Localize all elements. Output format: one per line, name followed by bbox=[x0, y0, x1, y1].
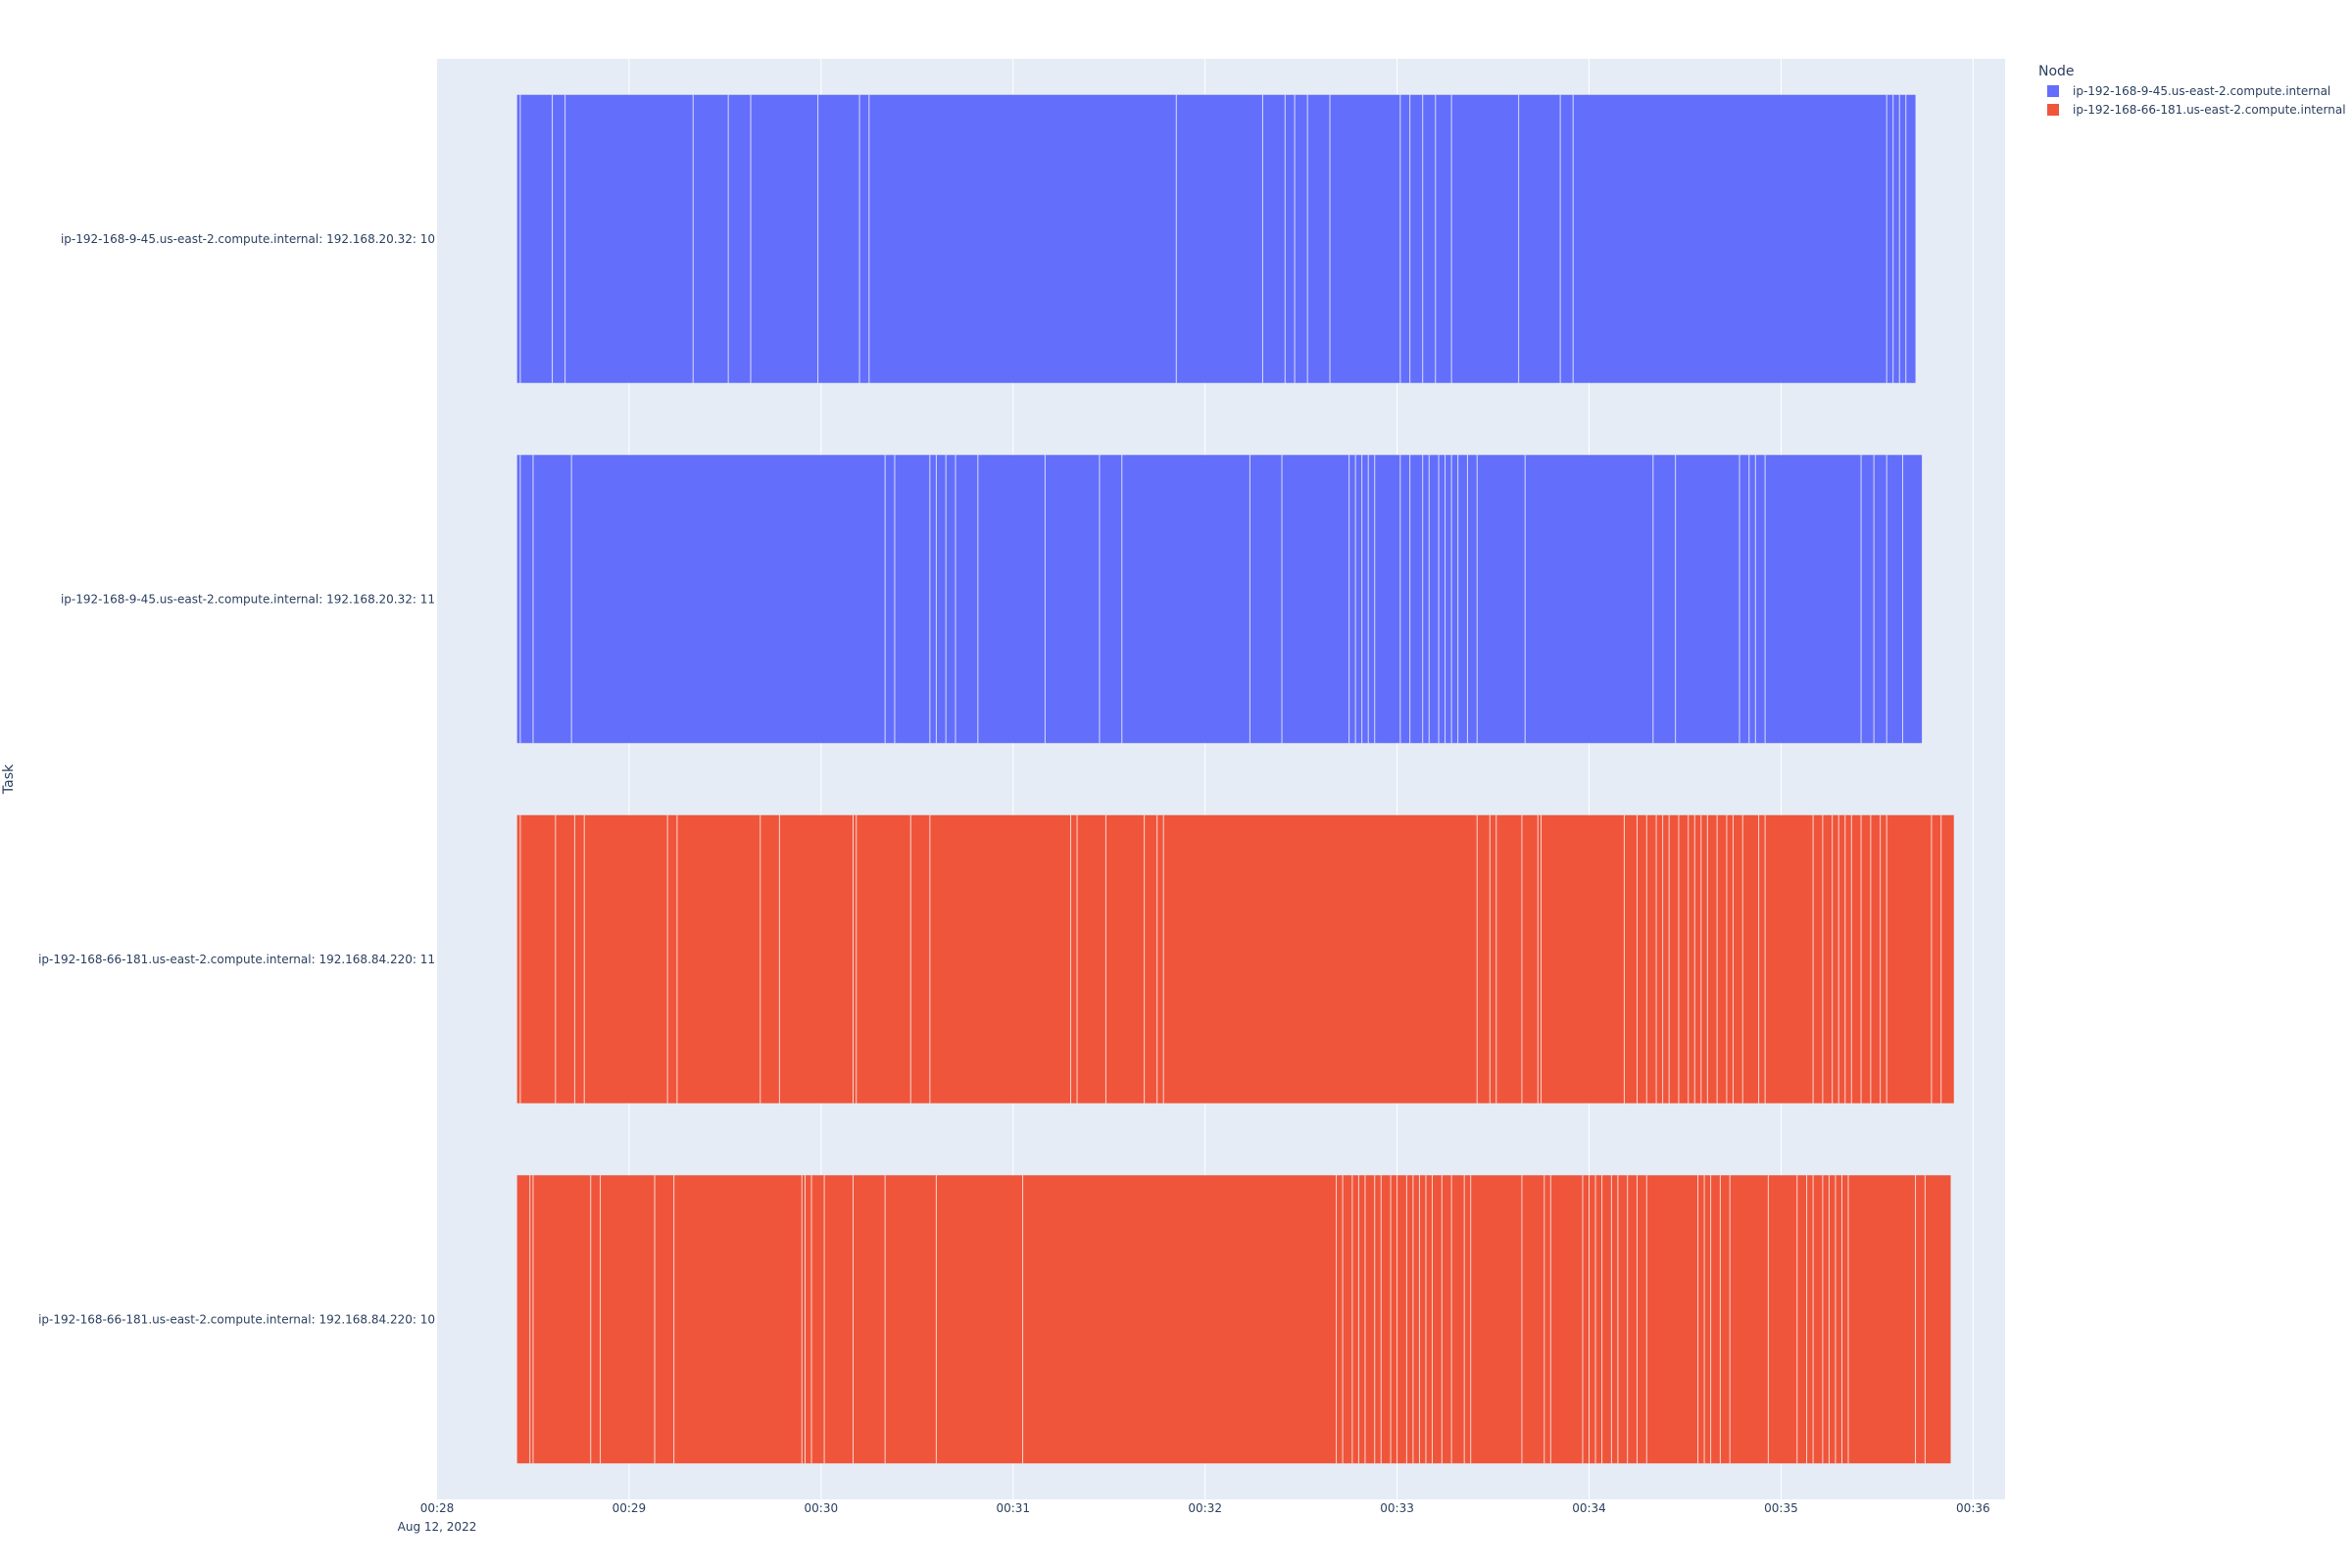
y-tick-label: ip-192-168-66-181.us-east-2.compute.inte… bbox=[38, 1312, 435, 1326]
x-tick-label: 00:32 bbox=[1188, 1501, 1222, 1515]
y-tick-labels: ip-192-168-9-45.us-east-2.compute.intern… bbox=[38, 232, 435, 1327]
task-bar[interactable] bbox=[516, 814, 1954, 1103]
legend-swatch bbox=[2047, 85, 2059, 97]
legend[interactable]: Node ip-192-168-9-45.us-east-2.compute.i… bbox=[2038, 64, 2346, 117]
x-tick-label: 00:31 bbox=[996, 1501, 1030, 1515]
x-tick-label: 00:33 bbox=[1380, 1501, 1414, 1515]
task-bar[interactable] bbox=[516, 455, 1923, 744]
y-tick-label: ip-192-168-66-181.us-east-2.compute.inte… bbox=[38, 953, 435, 966]
x-date-label: Aug 12, 2022 bbox=[398, 1520, 477, 1534]
task-bars bbox=[516, 94, 1954, 1464]
y-tick-label: ip-192-168-9-45.us-east-2.compute.intern… bbox=[61, 592, 435, 606]
legend-title: Node bbox=[2038, 64, 2075, 79]
y-tick-label: ip-192-168-9-45.us-east-2.compute.intern… bbox=[61, 232, 435, 246]
x-tick-label: 00:34 bbox=[1572, 1501, 1606, 1515]
x-tick-label: 00:30 bbox=[805, 1501, 839, 1515]
x-tick-labels: 00:28 00:29 00:30 00:31 00:32 00:33 00:34 00:35… bbox=[420, 1501, 1990, 1515]
x-tick-label: 00:35 bbox=[1764, 1501, 1798, 1515]
x-tick-label: 00:36 bbox=[1956, 1501, 1990, 1515]
legend-label: ip-192-168-9-45.us-east-2.compute.intern… bbox=[2073, 84, 2330, 98]
legend-item[interactable]: ip-192-168-66-181.us-east-2.compute.inte… bbox=[2047, 103, 2346, 117]
x-tick-label: 00:29 bbox=[612, 1501, 647, 1515]
legend-item[interactable]: ip-192-168-9-45.us-east-2.compute.intern… bbox=[2047, 84, 2330, 98]
x-tick-label: 00:28 bbox=[420, 1501, 455, 1515]
task-bar[interactable] bbox=[516, 1175, 1951, 1464]
task-bar[interactable] bbox=[516, 94, 1916, 383]
y-axis-title: Task bbox=[1, 763, 17, 795]
legend-label: ip-192-168-66-181.us-east-2.compute.inte… bbox=[2073, 103, 2346, 117]
legend-swatch bbox=[2047, 104, 2059, 116]
